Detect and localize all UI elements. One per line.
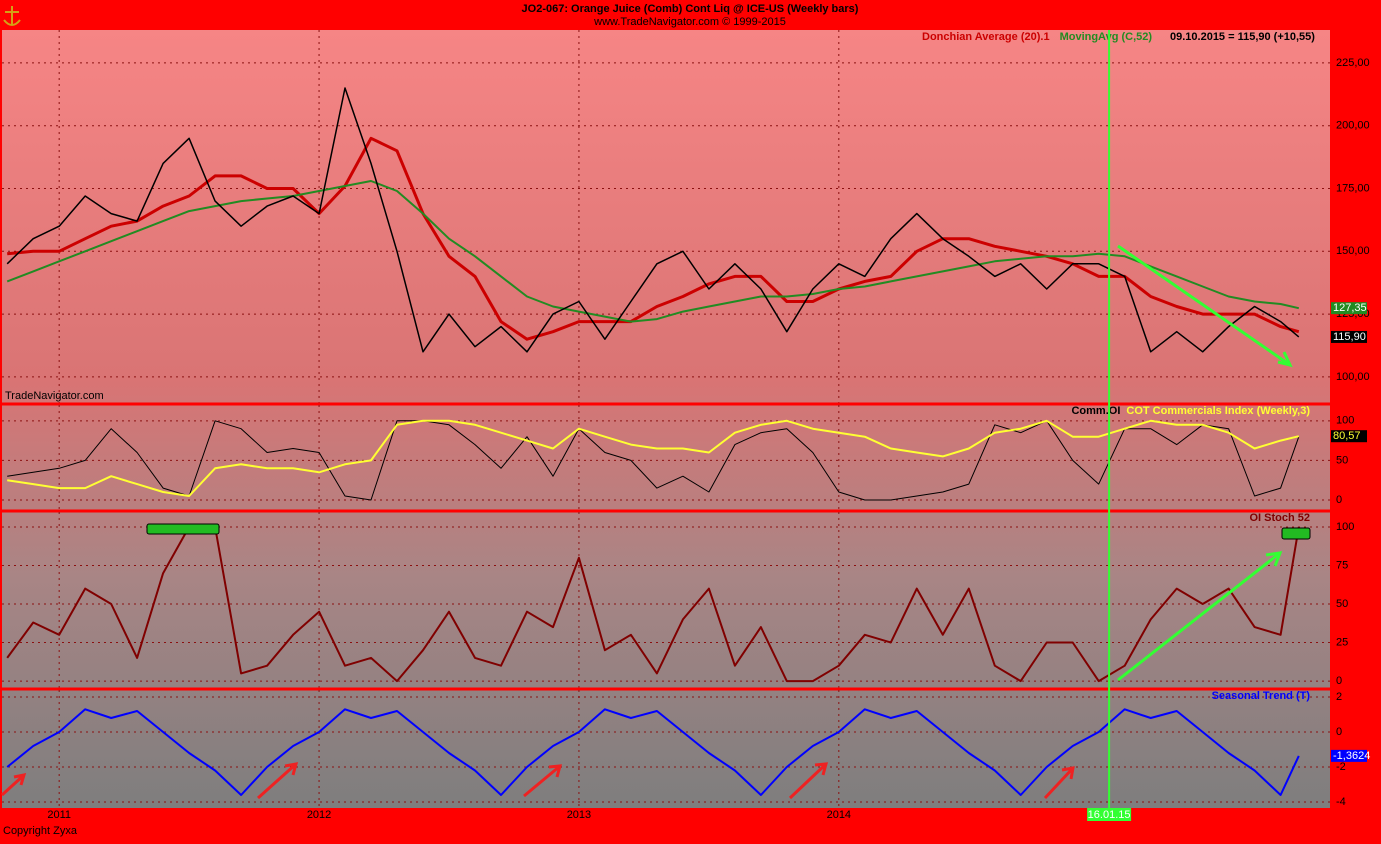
y-tick-label: 150,00 xyxy=(1336,245,1370,257)
x-tick-label: 2013 xyxy=(567,809,591,821)
y-tick-label: 100 xyxy=(1336,521,1354,533)
status: 09.10.2015 = 115,90 (+10,55) xyxy=(1170,31,1315,43)
last-value-label: 127,35 xyxy=(1333,302,1367,314)
arrow xyxy=(0,773,27,797)
value-badge xyxy=(1331,302,1367,315)
y-tick-label: 75 xyxy=(1336,559,1348,571)
x-tick-label: 2012 xyxy=(307,809,331,821)
y-tick-label: 200,00 xyxy=(1336,120,1370,132)
y-tick-label: -4 xyxy=(1336,796,1346,808)
legend-entry: Donchian Average (20).1 xyxy=(922,31,1050,43)
arrow xyxy=(1117,551,1283,682)
series-line xyxy=(6,525,1300,683)
value-badge xyxy=(1331,749,1367,762)
last-value-label: 80,57 xyxy=(1333,430,1361,442)
plot-background xyxy=(2,30,1330,808)
x-tick-label: 2014 xyxy=(827,809,851,821)
y-tick-label: 100,00 xyxy=(1336,371,1370,383)
y-tick-label: 0 xyxy=(1336,675,1342,687)
arrow xyxy=(1117,244,1293,368)
series-line xyxy=(6,87,1300,353)
chart-title: JO2-067: Orange Juice (Comb) Cont Liq @ … xyxy=(522,3,859,15)
legend-entry: COT Commercials Index (Weekly,3) xyxy=(1126,405,1310,417)
legend-entry: Seasonal Trend (T) xyxy=(1212,690,1311,702)
series-line xyxy=(7,136,1300,341)
series-line xyxy=(7,419,1300,497)
value-badge xyxy=(1331,330,1367,343)
legend-entry: OI Stoch 52 xyxy=(1249,512,1310,524)
x-tick-label: 2011 xyxy=(47,809,71,821)
y-tick-label: 25 xyxy=(1336,636,1348,648)
logo xyxy=(3,6,21,26)
series-line xyxy=(6,708,1300,796)
footer: Copyright Zyxa xyxy=(3,825,78,837)
y-tick-label: 100 xyxy=(1336,415,1354,427)
y-tick-label: 50 xyxy=(1336,454,1348,466)
arrow xyxy=(788,762,829,800)
annotations xyxy=(0,6,1311,800)
y-tick-label: -2 xyxy=(1336,761,1346,773)
event-badge xyxy=(1087,808,1132,821)
y-tick-label: 50 xyxy=(1336,598,1348,610)
series-line xyxy=(7,420,1300,501)
arrow xyxy=(523,764,563,798)
series-line xyxy=(6,180,1300,323)
arrow xyxy=(1043,766,1075,800)
y-tick-label: 0 xyxy=(1336,726,1342,738)
y-tick-label: 225,00 xyxy=(1336,57,1370,69)
last-value-label: -1,3624 xyxy=(1333,750,1370,762)
last-value-label: 115,90 xyxy=(1333,331,1366,343)
highlight xyxy=(1281,527,1311,540)
event-label: 16.01.15 xyxy=(1088,809,1131,821)
legend-entry: MovingAvg (C,52) xyxy=(1060,31,1153,43)
highlight xyxy=(146,523,220,535)
plot-layer: 100,00125,00150,00175,00200,00225,00127,… xyxy=(0,30,1381,821)
arrow xyxy=(256,762,299,800)
value-badge xyxy=(1331,430,1367,443)
y-tick-label: 175,00 xyxy=(1336,182,1370,194)
y-tick-label: 2 xyxy=(1336,691,1342,703)
legend-entry: Comm.OI xyxy=(1071,405,1120,417)
chart-subtitle: www.TradeNavigator.com © 1999-2015 xyxy=(593,16,786,28)
source: TradeNavigator.com xyxy=(5,390,104,402)
y-tick-label: 0 xyxy=(1336,494,1342,506)
